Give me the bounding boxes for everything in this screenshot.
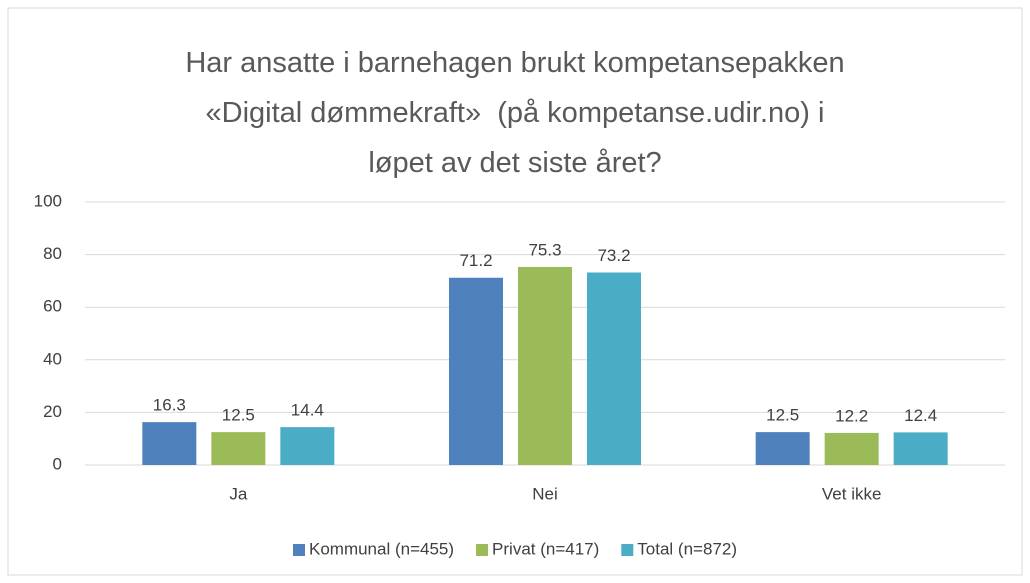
chart-title: Har ansatte i barnehagen brukt kompetans…: [185, 47, 845, 179]
bar: [893, 432, 948, 465]
data-label: 12.4: [904, 406, 937, 425]
bar: [280, 427, 335, 465]
y-tick-label: 20: [43, 402, 62, 421]
legend-swatch: [621, 544, 634, 556]
legend-label: Privat (n=417): [492, 539, 599, 558]
bar: [587, 272, 641, 465]
bar: [142, 422, 197, 465]
y-tick-label: 60: [43, 297, 62, 316]
y-tick-label: 80: [43, 244, 62, 263]
y-tick-label: 0: [53, 454, 62, 473]
chart-border: [7, 7, 1023, 576]
bar: [518, 266, 572, 465]
legend-label: Total (n=872): [637, 539, 737, 558]
data-label: 16.3: [153, 396, 186, 415]
x-tick-label: Vet ikke: [822, 484, 882, 503]
data-label: 75.3: [528, 240, 561, 259]
data-label: 14.4: [291, 401, 324, 420]
y-tick-label: 40: [43, 349, 62, 368]
data-label: 12.5: [766, 406, 799, 425]
data-label: 12.2: [835, 406, 868, 425]
bar: [755, 432, 810, 465]
bar: [449, 277, 503, 465]
legend-swatch: [476, 544, 489, 556]
y-tick-label: 100: [34, 191, 62, 210]
legend-swatch: [292, 544, 305, 556]
x-tick-label: Ja: [229, 484, 248, 503]
data-label: 71.2: [459, 251, 492, 270]
x-tick-label: Nei: [532, 484, 558, 503]
data-label: 12.5: [222, 406, 255, 425]
bar: [211, 432, 266, 465]
legend-label: Kommunal (n=455): [309, 539, 454, 558]
bar: [824, 432, 879, 465]
data-label: 73.2: [597, 246, 630, 265]
